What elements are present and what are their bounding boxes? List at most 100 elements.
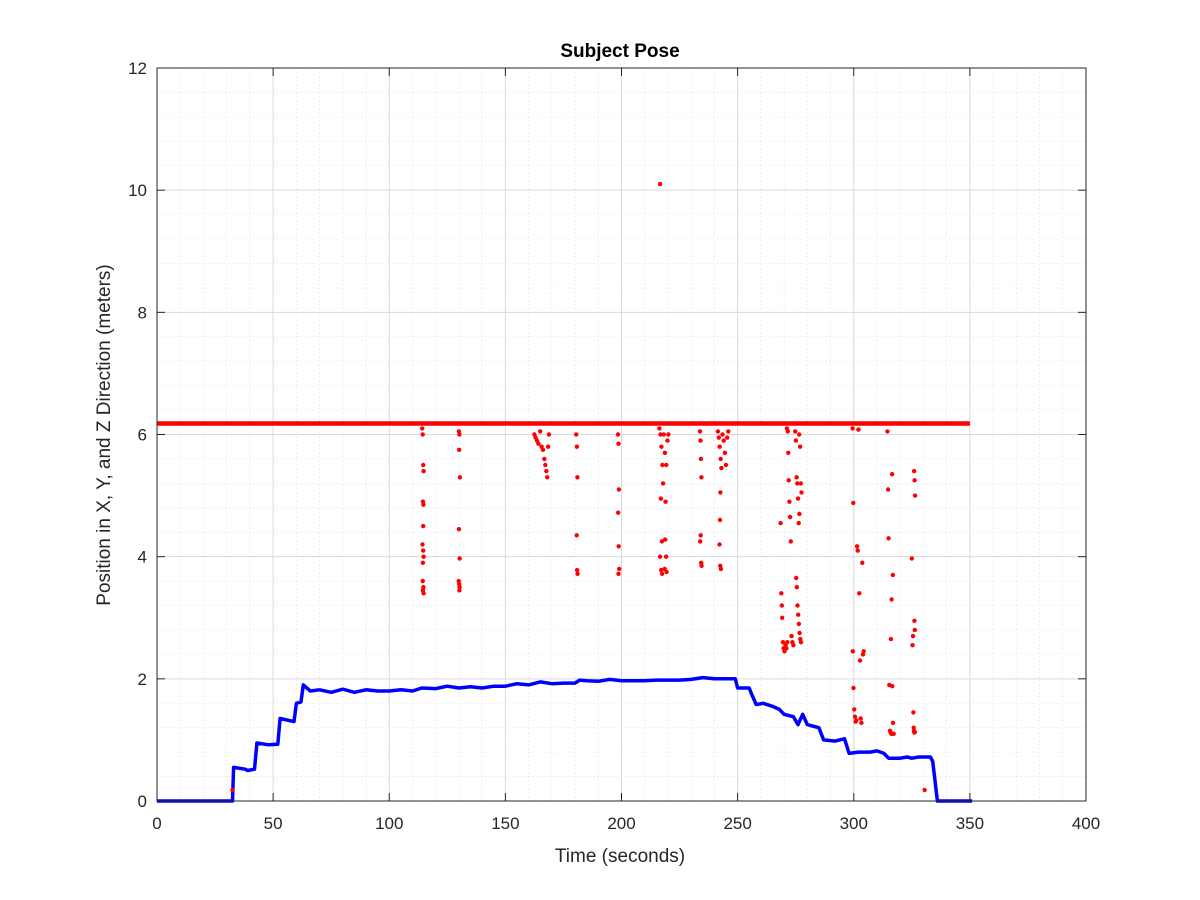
red-series-point <box>457 588 462 593</box>
red-series-point <box>616 510 621 515</box>
red-series-point <box>857 591 862 596</box>
red-series-point <box>722 450 728 455</box>
y-tick-label: 8 <box>138 303 147 322</box>
red-series-point <box>616 544 621 549</box>
red-series-point <box>420 542 425 547</box>
red-series-point <box>657 554 663 559</box>
red-series-point <box>697 429 703 434</box>
y-tick-label: 6 <box>138 426 147 445</box>
red-series-point <box>421 468 426 474</box>
red-series-point <box>858 716 863 721</box>
red-series-point <box>797 432 802 437</box>
red-series-point <box>659 567 664 573</box>
red-series-point <box>545 444 551 449</box>
red-series-point <box>795 481 800 486</box>
red-series-point <box>420 426 425 431</box>
red-series-point <box>861 649 866 654</box>
x-tick-label: 50 <box>264 814 283 833</box>
red-series-point <box>793 438 799 443</box>
red-series-point <box>910 643 915 648</box>
red-series-point <box>661 432 666 437</box>
blue-series <box>157 675 973 803</box>
red-series-point <box>910 633 916 639</box>
red-series-point <box>860 560 865 565</box>
red-series-point <box>457 432 462 437</box>
red-series-point <box>890 684 895 689</box>
x-tick-label: 0 <box>152 814 161 833</box>
y-tick-label: 4 <box>138 548 147 567</box>
red-series-point <box>663 499 668 504</box>
red-series-point <box>785 429 790 434</box>
red-series-point <box>886 536 891 541</box>
y-axis-label: Position in X, Y, and Z Direction (meter… <box>94 264 115 605</box>
red-series-point <box>796 612 801 617</box>
red-series-point <box>664 569 669 575</box>
red-series-point <box>540 447 546 452</box>
y-axis: 0 2 4 6 8 10 12 <box>128 59 1086 811</box>
red-series-point <box>719 465 724 471</box>
red-series-point <box>859 720 864 725</box>
red-series-point <box>786 450 791 455</box>
red-series-point <box>723 462 729 468</box>
red-series-point <box>420 560 426 565</box>
red-series-point <box>779 591 784 596</box>
red-series-point <box>852 714 858 719</box>
red-series-point <box>658 432 663 437</box>
red-series-point <box>574 567 580 573</box>
red-series-point <box>890 572 895 578</box>
red-series-point <box>851 685 856 691</box>
red-series-point <box>659 571 665 576</box>
x-tick-label: 200 <box>607 814 635 833</box>
red-series-point <box>657 426 662 431</box>
red-series-point <box>780 640 786 645</box>
red-series-point <box>889 597 894 602</box>
red-series-point <box>909 556 914 561</box>
red-series-point <box>795 496 801 501</box>
red-series-point <box>699 475 704 480</box>
red-series-point <box>721 438 726 443</box>
red-series-point <box>662 450 668 455</box>
red-series-point <box>659 539 665 544</box>
red-series-point <box>421 554 426 559</box>
red-series-point <box>698 539 703 544</box>
y-tick-label: 2 <box>138 670 147 689</box>
red-series-point <box>852 707 857 712</box>
red-series-point <box>786 478 791 483</box>
red-series-point <box>797 630 802 636</box>
red-series-point <box>725 435 730 440</box>
x-tick-label: 100 <box>375 814 403 833</box>
red-series-point <box>794 575 799 581</box>
red-series-point <box>912 729 917 735</box>
red-series-point <box>780 615 785 620</box>
x-tick-label: 150 <box>491 814 519 833</box>
red-series-point <box>891 731 896 736</box>
red-series-point <box>716 435 721 440</box>
red-series-point <box>663 537 668 542</box>
red-series <box>157 181 970 793</box>
red-series-point <box>787 514 793 520</box>
y-tick-label: 10 <box>128 181 147 200</box>
red-series-point <box>911 725 916 730</box>
red-series-point <box>850 426 855 431</box>
red-series-point <box>616 487 622 492</box>
red-series-point <box>779 603 784 608</box>
red-series-point <box>799 490 804 495</box>
red-series-point <box>617 566 622 572</box>
red-series-point <box>421 591 426 596</box>
x-axis-label: Time (seconds) <box>555 846 685 867</box>
red-series-point <box>574 533 579 538</box>
red-series-point <box>911 468 917 474</box>
red-series-point <box>660 481 666 486</box>
red-series-point <box>885 429 890 434</box>
red-series-point <box>420 432 425 437</box>
x-tick-label: 250 <box>723 814 751 833</box>
red-series-point <box>911 710 916 715</box>
red-series-point <box>798 481 803 486</box>
red-series-point <box>615 432 621 437</box>
red-series-point <box>784 646 789 651</box>
red-series-point <box>420 578 425 584</box>
red-series-point <box>718 456 723 462</box>
red-series-point <box>664 462 669 468</box>
x-tick-label: 350 <box>956 814 984 833</box>
